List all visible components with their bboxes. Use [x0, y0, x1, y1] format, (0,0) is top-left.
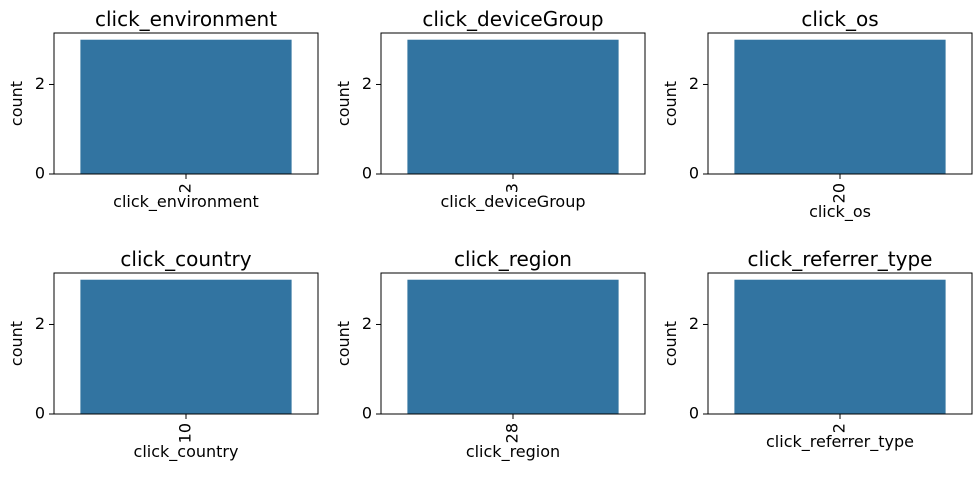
x-tick-label: 28 — [503, 423, 522, 443]
y-tick-label: 0 — [362, 164, 372, 183]
x-axis-label: click_country — [134, 442, 239, 462]
y-tick-label: 2 — [362, 314, 372, 333]
x-axis-label: click_environment — [113, 192, 259, 212]
y-tick-label: 2 — [689, 74, 699, 93]
bar-28 — [407, 279, 619, 414]
y-tick-label: 0 — [689, 164, 699, 183]
bar-3 — [407, 39, 619, 174]
y-tick-label: 2 — [362, 74, 372, 93]
y-axis-label: count — [334, 81, 353, 126]
bar-10 — [80, 279, 292, 414]
subplot-click_referrer_type: 022click_referrer_typecountclick_referre… — [661, 247, 973, 452]
y-tick-label: 0 — [362, 404, 372, 423]
chart-title: click_environment — [95, 7, 277, 31]
bar-20 — [734, 39, 946, 174]
y-tick-label: 0 — [689, 404, 699, 423]
y-axis-label: count — [7, 81, 26, 126]
y-axis-label: count — [661, 321, 680, 366]
x-axis-label: click_os — [809, 202, 871, 222]
y-axis-label: count — [334, 321, 353, 366]
chart-title: click_deviceGroup — [422, 7, 603, 31]
subplot-click_environment: 022click_environmentcountclick_environme… — [7, 7, 319, 212]
x-axis-label: click_referrer_type — [766, 432, 914, 452]
chart-title: click_region — [454, 247, 572, 271]
x-tick-label: 2 — [176, 183, 195, 193]
y-tick-label: 0 — [35, 404, 45, 423]
x-axis-label: click_region — [466, 442, 560, 462]
y-tick-label: 2 — [35, 74, 45, 93]
y-axis-label: count — [7, 321, 26, 366]
y-tick-label: 0 — [35, 164, 45, 183]
bar-2 — [80, 39, 292, 174]
x-tick-label: 2 — [830, 423, 849, 433]
y-tick-label: 2 — [35, 314, 45, 333]
x-axis-label: click_deviceGroup — [440, 192, 585, 212]
x-tick-label: 10 — [176, 423, 195, 443]
chart-title: click_referrer_type — [748, 247, 933, 271]
chart-title: click_country — [120, 247, 251, 271]
bar-2 — [734, 279, 946, 414]
subplot-click_deviceGroup: 023click_deviceGroupcountclick_deviceGro… — [334, 7, 646, 212]
y-axis-label: count — [661, 81, 680, 126]
x-tick-label: 20 — [830, 183, 849, 203]
x-tick-label: 3 — [503, 183, 522, 193]
y-tick-label: 2 — [689, 314, 699, 333]
chart-title: click_os — [801, 7, 878, 31]
